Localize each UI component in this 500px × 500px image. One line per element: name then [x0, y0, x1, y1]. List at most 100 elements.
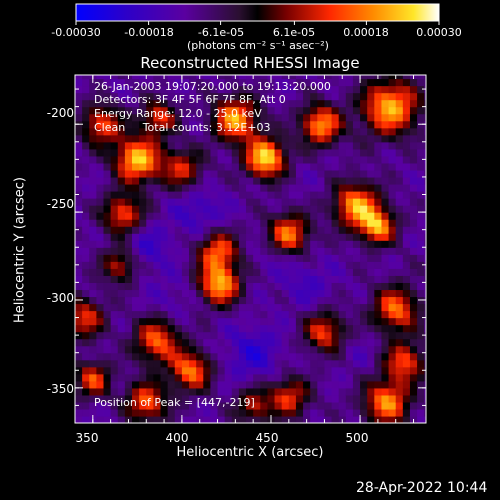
heatmap-cell — [82, 338, 90, 347]
heatmap-cell — [82, 148, 90, 157]
heatmap-cell — [82, 176, 90, 185]
heatmap-cell — [224, 75, 233, 80]
heatmap-cell — [367, 275, 375, 283]
heatmap-cell — [338, 176, 347, 185]
heatmap-cell — [402, 345, 411, 354]
heatmap-cell — [103, 268, 112, 276]
heatmap-cell — [417, 401, 425, 410]
heatmap-cell — [424, 148, 426, 157]
heatmap-cell — [246, 359, 254, 368]
heatmap-cell — [96, 78, 105, 87]
heatmap-cell — [324, 141, 333, 150]
heatmap-cell — [331, 359, 340, 368]
heatmap-cell — [395, 303, 404, 312]
heatmap-cell — [253, 134, 261, 143]
heatmap-cell — [352, 240, 361, 248]
heatmap-cell — [153, 345, 162, 354]
heatmap-cell — [224, 169, 233, 178]
heatmap-cell — [75, 141, 83, 150]
heatmap-cell — [217, 268, 226, 276]
heatmap-cell — [217, 373, 226, 382]
heatmap-cell — [181, 226, 190, 234]
heatmap-cell — [96, 345, 105, 354]
heatmap-cell — [345, 289, 354, 298]
heatmap-cell — [367, 247, 375, 255]
heatmap-cell — [409, 113, 418, 122]
heatmap-cell — [317, 113, 326, 122]
heatmap-cell — [317, 141, 326, 150]
heatmap-cell — [181, 205, 190, 213]
heatmap-cell — [388, 303, 397, 312]
heatmap-cell — [367, 240, 375, 248]
heatmap-cell — [103, 303, 112, 312]
heatmap-cell — [303, 338, 311, 347]
heatmap-cell — [146, 134, 154, 143]
heatmap-cell — [274, 113, 283, 122]
heatmap-cell — [82, 324, 90, 333]
heatmap-cell — [117, 345, 126, 354]
heatmap-cell — [417, 162, 425, 171]
heatmap-cell — [324, 275, 333, 283]
heatmap-cell — [246, 310, 254, 319]
heatmap-cell — [281, 134, 290, 143]
heatmap-cell — [295, 289, 304, 298]
heatmap-cell — [374, 394, 383, 403]
heatmap-cell — [267, 155, 276, 164]
heatmap-cell — [281, 254, 290, 262]
heatmap-cell — [395, 345, 404, 354]
heatmap-cell — [189, 338, 197, 347]
heatmap-cell — [409, 226, 418, 234]
heatmap-cell — [132, 310, 140, 319]
heatmap-cell — [89, 141, 97, 150]
heatmap-cell — [295, 303, 304, 312]
heatmap-cell — [267, 113, 276, 122]
heatmap-cell — [360, 212, 368, 220]
heatmap-cell — [153, 394, 162, 403]
heatmap-cell — [189, 380, 197, 389]
heatmap-cell — [274, 247, 283, 255]
heatmap-cell — [374, 240, 383, 248]
heatmap-cell — [139, 345, 147, 354]
heatmap-cell — [96, 106, 105, 115]
heatmap-cell — [96, 183, 105, 192]
colorbar-tick-label: -0.00018 — [124, 26, 174, 39]
colorbar-ticks — [75, 21, 440, 25]
heatmap-cell — [196, 85, 204, 94]
heatmap-cell — [139, 247, 147, 255]
heatmap-cell — [110, 275, 119, 283]
heatmap-cell — [196, 99, 204, 108]
heatmap-cell — [345, 99, 354, 108]
heatmap-cell — [317, 345, 326, 354]
heatmap-cell — [402, 106, 411, 115]
heatmap-cell — [238, 380, 247, 389]
heatmap-cell — [103, 254, 112, 262]
heatmap-cell — [324, 247, 333, 255]
heatmap-cell — [295, 183, 304, 192]
heatmap-cell — [217, 359, 226, 368]
heatmap-cell — [417, 191, 425, 199]
heatmap-cell — [217, 78, 226, 87]
heatmap-cell — [132, 303, 140, 312]
heatmap-cell — [317, 169, 326, 178]
heatmap-cell — [146, 373, 154, 382]
heatmap-cell — [395, 99, 404, 108]
heatmap-cell — [260, 78, 269, 87]
heatmap-cell — [424, 317, 426, 326]
heatmap-cell — [196, 127, 204, 136]
heatmap-cell — [110, 162, 119, 171]
heatmap-cell — [246, 212, 254, 220]
heatmap-cell — [260, 198, 269, 206]
heatmap-cell — [260, 219, 269, 227]
heatmap-cell — [260, 85, 269, 94]
heatmap-cell — [388, 415, 397, 423]
heatmap-cell — [303, 162, 311, 171]
heatmap-cell — [331, 373, 340, 382]
heatmap-cell — [196, 240, 204, 248]
heatmap-cell — [210, 99, 219, 108]
heatmap-cell — [281, 169, 290, 178]
heatmap-cell — [260, 226, 269, 234]
heatmap-cell — [103, 289, 112, 298]
heatmap-cell — [167, 113, 176, 122]
heatmap-cell — [331, 261, 340, 269]
heatmap-cell — [374, 247, 383, 255]
